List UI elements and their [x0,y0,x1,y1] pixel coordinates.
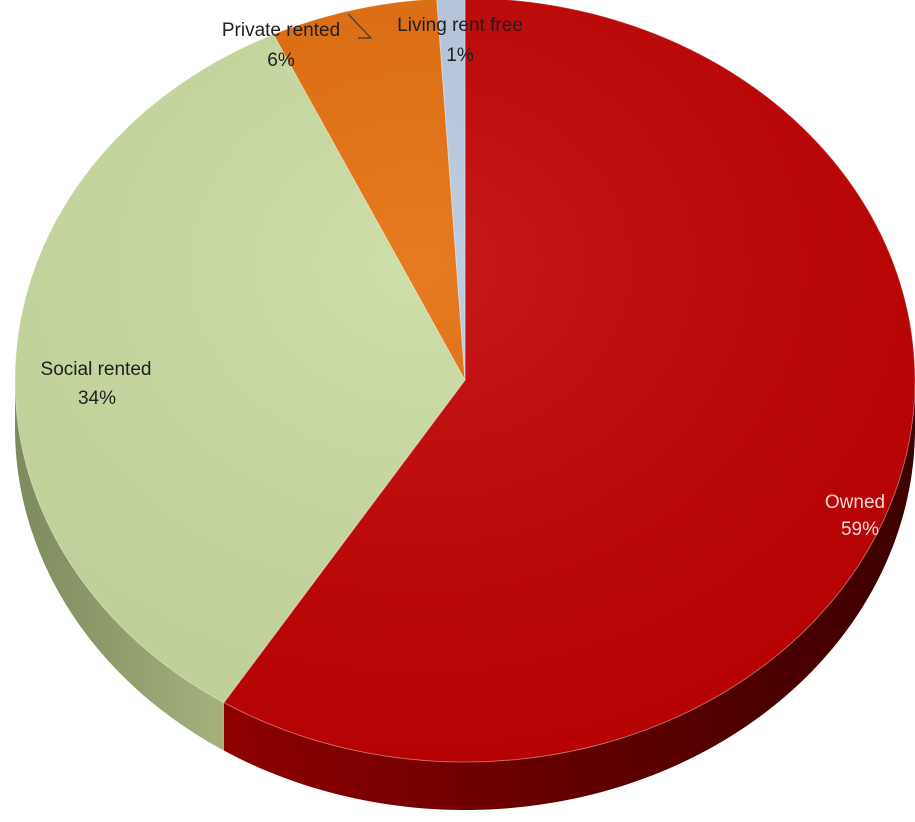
label-social-name: Social rented [41,359,152,380]
pie-top-sheen [15,0,915,762]
label-rentfree-value: 1% [446,45,474,66]
label-private-name: Private rented [222,20,340,41]
pie-side-owned [223,380,915,810]
label-rentfree-name: Living rent free [397,15,523,36]
label-owned-name: Owned [825,492,885,513]
pie-side-social-rented [15,380,224,751]
label-owned-value: 59% [841,519,879,540]
label-social-value: 34% [78,388,116,409]
leader-line-private-rented [347,13,373,39]
label-private-value: 6% [267,50,295,71]
